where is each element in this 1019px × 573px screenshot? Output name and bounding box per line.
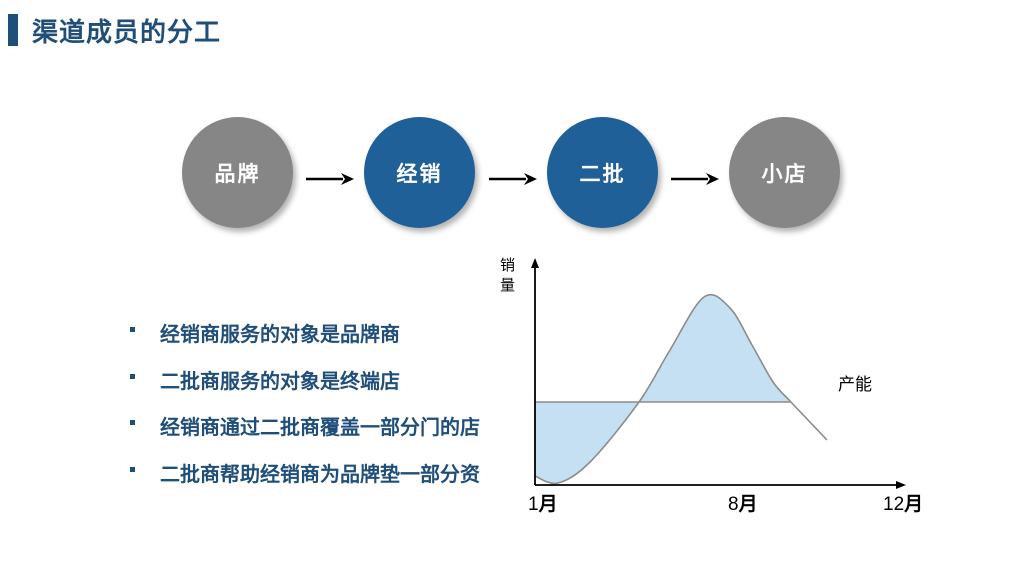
- svg-text:量: 量: [500, 277, 515, 294]
- svg-text:8月: 8月: [728, 494, 758, 515]
- svg-text:12月: 12月: [883, 494, 923, 515]
- svg-text:1月: 1月: [528, 494, 558, 515]
- svg-text:销: 销: [500, 257, 515, 274]
- svg-text:产能: 产能: [838, 375, 872, 394]
